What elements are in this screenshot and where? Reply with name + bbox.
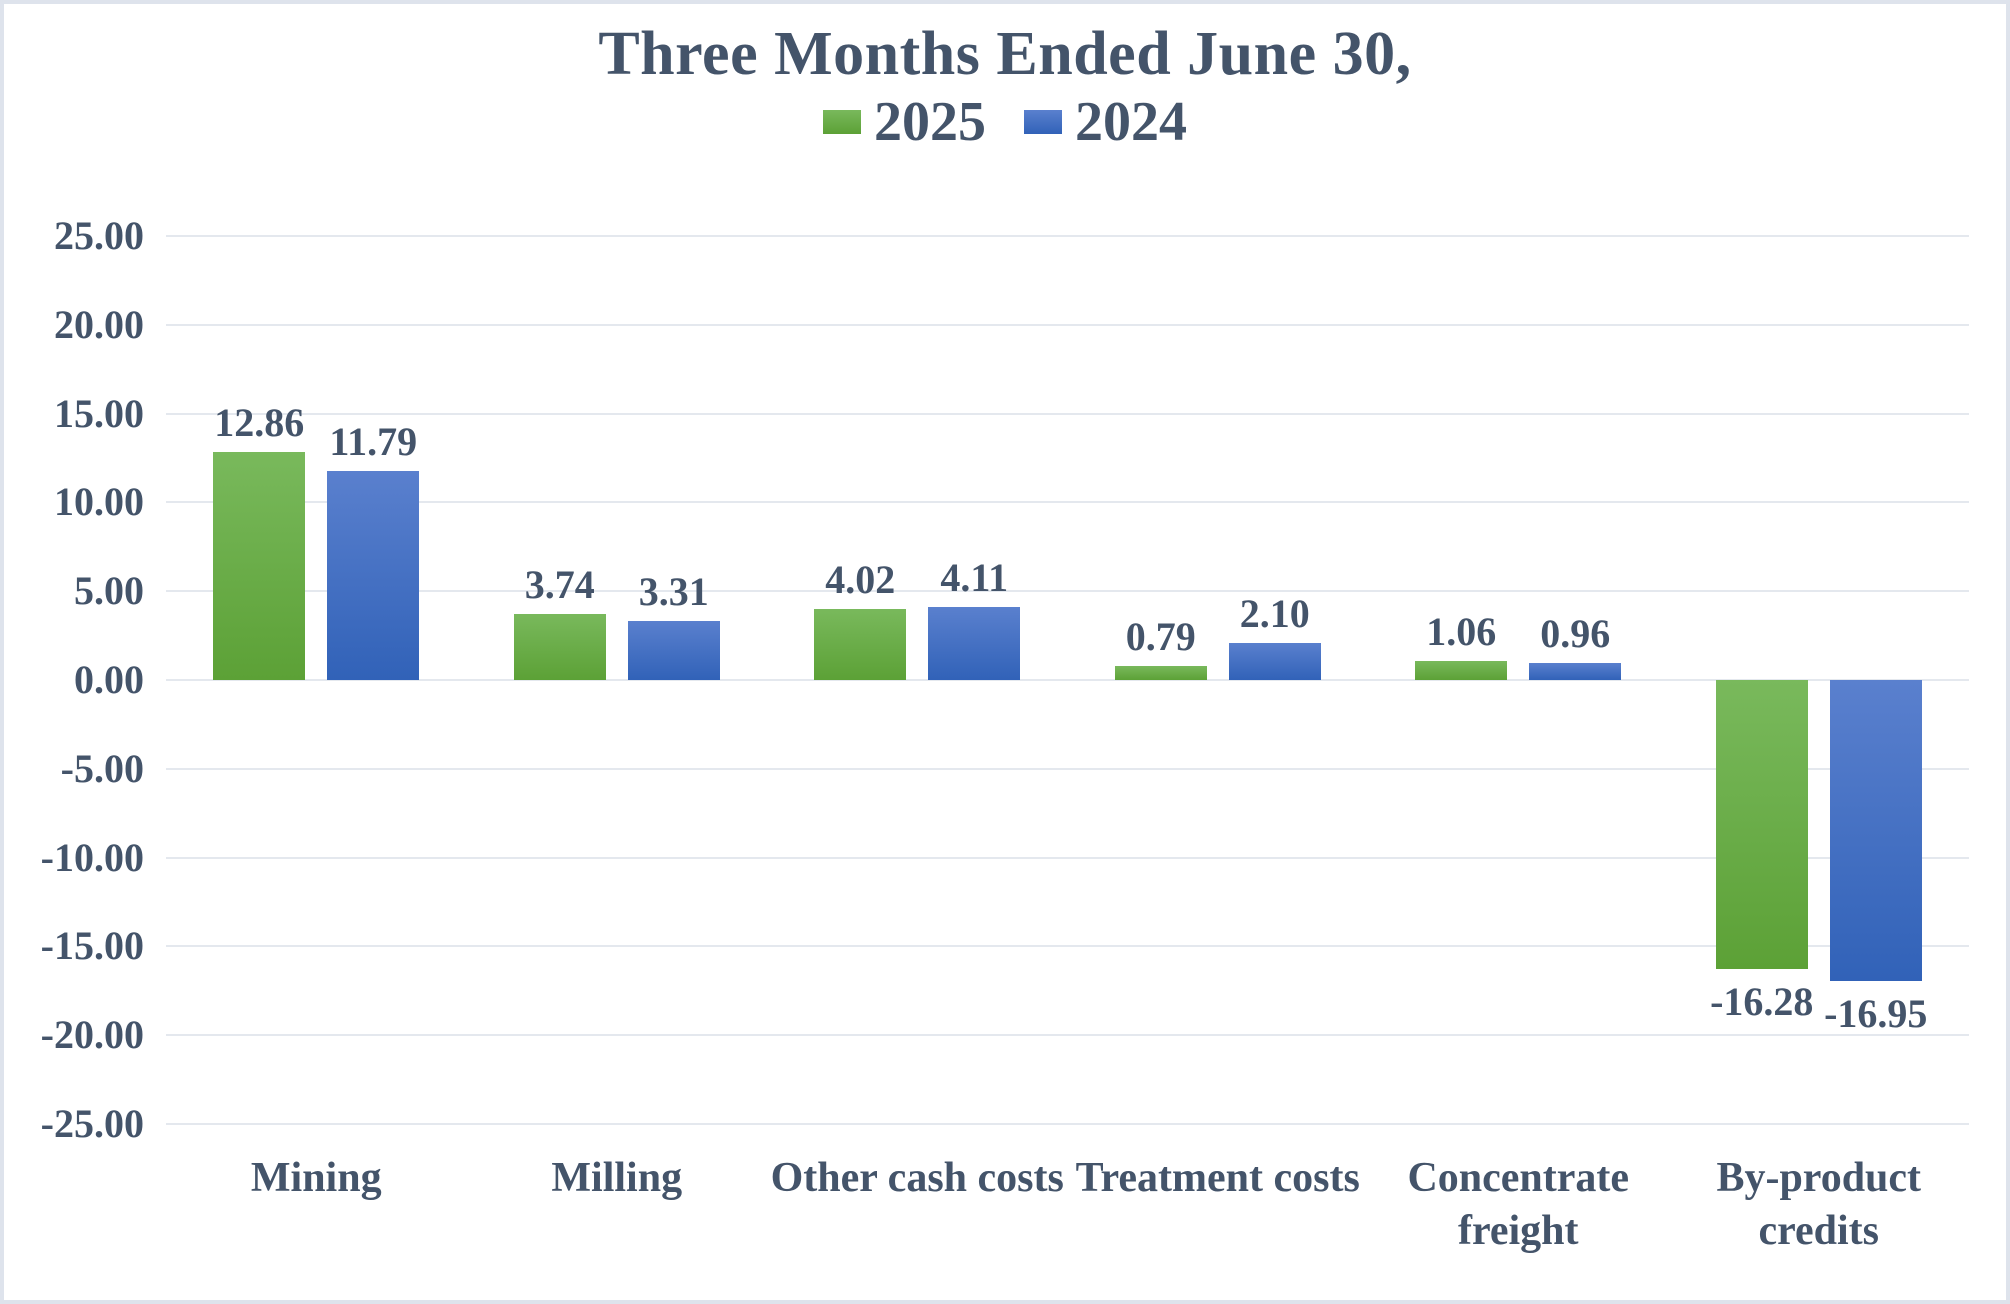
bar-2024-4 bbox=[1529, 662, 1622, 680]
gridline bbox=[166, 590, 1969, 593]
y-axis-tick-label: -25.00 bbox=[40, 1101, 144, 1146]
y-axis-tick-label: 10.00 bbox=[54, 479, 144, 525]
category-label-1: Milling bbox=[551, 1155, 683, 1201]
data-label-2025-4: 1.06 bbox=[1426, 609, 1497, 655]
legend-label-2024: 2024 bbox=[1075, 91, 1187, 153]
legend-item-2025: 2025 bbox=[823, 94, 986, 150]
chart-title: Three Months Ended June 30, bbox=[598, 20, 1412, 88]
gridline bbox=[166, 1034, 1969, 1037]
bar-2025-1 bbox=[513, 613, 606, 680]
legend-item-2024: 2024 bbox=[1024, 94, 1187, 150]
data-label-2024-4: 0.96 bbox=[1540, 610, 1611, 656]
bar-2025-3 bbox=[1114, 665, 1207, 680]
gridline bbox=[166, 412, 1969, 415]
chart-legend: 2025 2024 bbox=[4, 94, 2006, 150]
bar-2025-0 bbox=[213, 451, 306, 680]
gridline bbox=[166, 323, 1969, 326]
bar-2025-2 bbox=[814, 608, 907, 680]
data-label-2024-0: 11.79 bbox=[329, 418, 418, 464]
data-label-2024-5: -16.95 bbox=[1824, 991, 1928, 1037]
y-axis-tick-label: 15.00 bbox=[54, 390, 144, 436]
bar-2024-0 bbox=[327, 470, 420, 680]
data-label-2025-3: 0.79 bbox=[1125, 613, 1196, 659]
legend-swatch-2024-icon bbox=[1024, 110, 1062, 134]
gridline bbox=[166, 501, 1969, 504]
gridline bbox=[166, 679, 1969, 681]
bar-2024-5 bbox=[1829, 680, 1922, 982]
data-label-2024-3: 2.10 bbox=[1239, 590, 1310, 636]
bar-2024-1 bbox=[627, 621, 720, 680]
bar-2024-3 bbox=[1228, 642, 1321, 680]
y-axis-tick-label: -10.00 bbox=[40, 834, 144, 880]
y-axis-tick-label: 5.00 bbox=[74, 568, 144, 614]
y-axis-tick-label: 20.00 bbox=[54, 301, 144, 347]
bar-2024-2 bbox=[928, 607, 1021, 680]
gridline bbox=[166, 1123, 1969, 1125]
category-label-3: Treatment costs bbox=[1075, 1155, 1360, 1201]
category-label-0: Mining bbox=[250, 1155, 382, 1201]
data-label-2024-2: 4.11 bbox=[940, 555, 1009, 600]
data-label-2025-0: 12.86 bbox=[214, 399, 305, 445]
y-axis-tick-label: 25.00 bbox=[54, 213, 144, 258]
data-label-2024-1: 3.31 bbox=[638, 569, 709, 615]
gridline bbox=[166, 235, 1969, 237]
y-axis-tick-label: -5.00 bbox=[60, 745, 144, 791]
category-label-5: By-product credits bbox=[1716, 1155, 1922, 1254]
y-axis-tick-label: -20.00 bbox=[40, 1012, 144, 1058]
legend-label-2025: 2025 bbox=[874, 91, 986, 153]
y-axis-tick-label: 0.00 bbox=[74, 657, 144, 702]
category-label-4: Concentrate freight bbox=[1407, 1155, 1630, 1254]
bar-2025-5 bbox=[1715, 680, 1808, 970]
legend-swatch-2025-icon bbox=[823, 110, 861, 134]
gridline bbox=[166, 856, 1969, 859]
bar-2025-4 bbox=[1415, 661, 1508, 680]
category-label-2: Other cash costs bbox=[770, 1155, 1064, 1201]
data-label-2025-5: -16.28 bbox=[1710, 979, 1814, 1025]
gridline bbox=[166, 945, 1969, 948]
gridline bbox=[166, 767, 1969, 770]
y-axis-tick-label: -15.00 bbox=[40, 923, 144, 969]
data-label-2025-2: 4.02 bbox=[825, 556, 896, 602]
data-label-2025-1: 3.74 bbox=[524, 561, 595, 607]
